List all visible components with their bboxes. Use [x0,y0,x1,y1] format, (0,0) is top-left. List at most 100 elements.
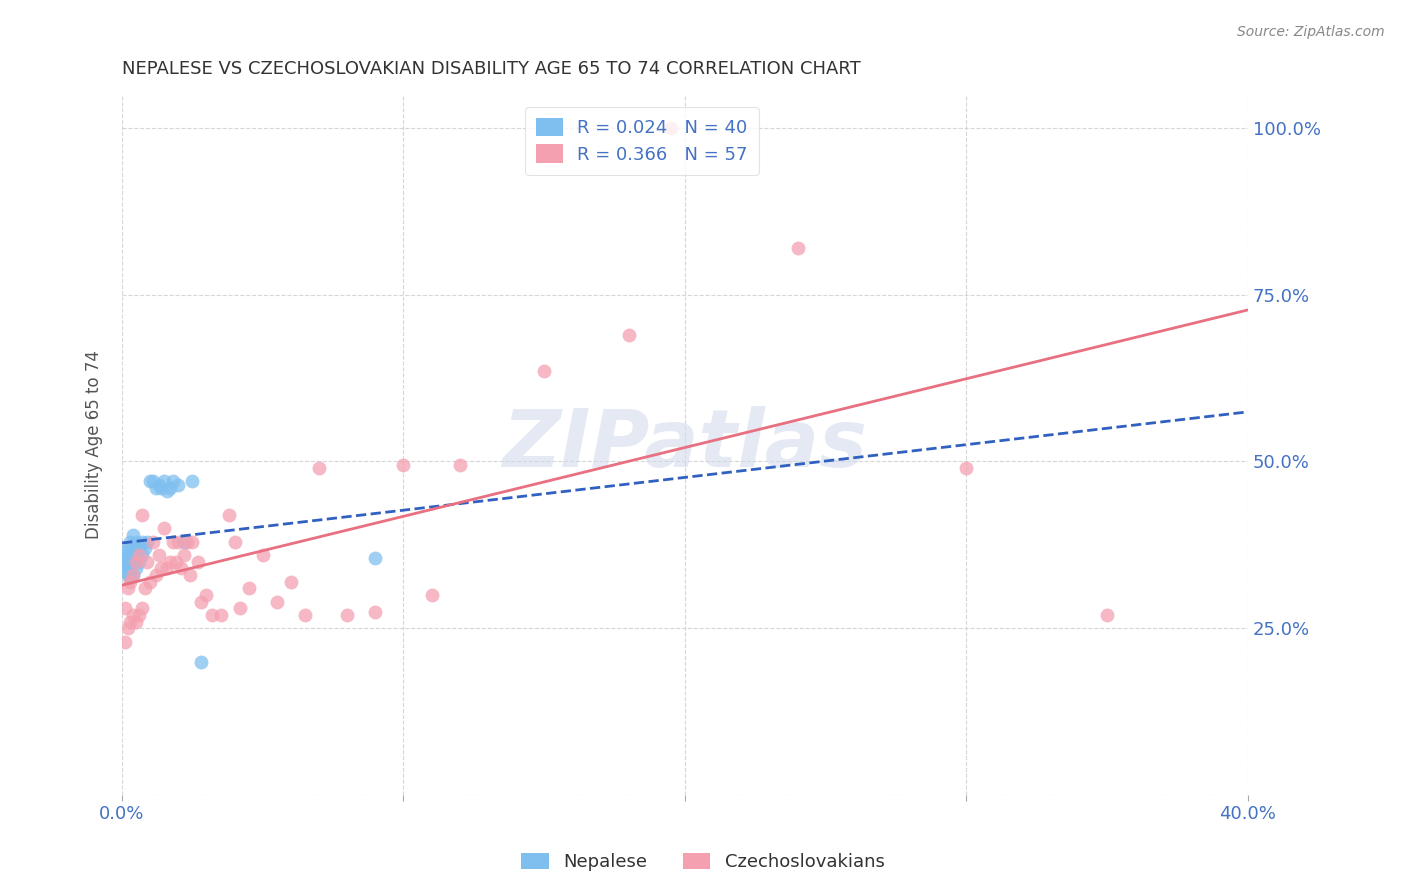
Point [617,327,640,342]
Point [145,567,167,582]
Point [280,574,302,589]
Point [170,561,193,575]
Point [176,534,198,549]
Y-axis label: Disability Age 65 to 74: Disability Age 65 to 74 [86,351,103,539]
Point [167,477,190,491]
Point [136,534,159,549]
Point [142,534,165,549]
Point [122,567,145,582]
Point [173,534,195,549]
Point [117,561,139,575]
Point [190,594,212,608]
Point [364,605,387,619]
Point [195,588,218,602]
Point [1095,607,1118,622]
Point [117,555,139,569]
Point [308,461,330,475]
Point [150,561,173,575]
Point [120,571,142,585]
Point [114,544,136,558]
Point [392,458,415,472]
Point [136,555,159,569]
Point [117,581,139,595]
Point [131,601,153,615]
Point [120,574,142,589]
Point [134,541,156,556]
Point [179,567,201,582]
Point [139,475,162,489]
Point [162,475,184,489]
Point [139,574,162,589]
Point [533,364,555,378]
Point [114,558,136,572]
Point [128,555,150,569]
Point [159,481,181,495]
Point [786,241,808,255]
Text: NEPALESE VS CZECHOSLOVAKIAN DISABILITY AGE 65 TO 74 CORRELATION CHART: NEPALESE VS CZECHOSLOVAKIAN DISABILITY A… [122,60,860,78]
Text: Source: ZipAtlas.com: Source: ZipAtlas.com [1237,25,1385,39]
Point [134,581,156,595]
Legend: R = 0.024   N = 40, R = 0.366   N = 57: R = 0.024 N = 40, R = 0.366 N = 57 [524,107,759,175]
Point [117,548,139,562]
Point [150,481,173,495]
Point [336,607,359,622]
Point [114,551,136,566]
Point [128,541,150,556]
Point [142,475,165,489]
Point [131,534,153,549]
Point [120,615,142,629]
Point [162,534,184,549]
Point [122,607,145,622]
Point [252,548,274,562]
Point [181,475,204,489]
Point [148,548,170,562]
Point [128,607,150,622]
Point [201,607,224,622]
Point [125,534,148,549]
Point [117,621,139,635]
Point [125,548,148,562]
Point [117,541,139,556]
Point [364,551,387,566]
Point [114,565,136,579]
Point [148,477,170,491]
Point [165,555,187,569]
Point [122,541,145,556]
Point [187,555,209,569]
Point [156,561,179,575]
Point [156,484,179,499]
Point [145,481,167,495]
Point [131,548,153,562]
Point [159,555,181,569]
Point [131,508,153,522]
Point [120,558,142,572]
Point [128,548,150,562]
Point [122,567,145,582]
Point [449,458,471,472]
Point [125,561,148,575]
Point [209,607,232,622]
Point [181,534,204,549]
Point [167,534,190,549]
Point [125,615,148,629]
Text: ZIPatlas: ZIPatlas [502,406,868,483]
Point [955,461,977,475]
Point [153,521,176,535]
Point [125,555,148,569]
Point [114,634,136,648]
Point [420,588,443,602]
Point [122,528,145,542]
Point [238,581,260,595]
Point [114,601,136,615]
Point [218,508,240,522]
Point [117,567,139,582]
Point [120,534,142,549]
Point [122,555,145,569]
Legend: Nepalese, Czechoslovakians: Nepalese, Czechoslovakians [515,846,891,879]
Point [224,534,246,549]
Point [229,601,252,615]
Point [173,548,195,562]
Point [120,565,142,579]
Point [266,594,288,608]
Point [190,655,212,669]
